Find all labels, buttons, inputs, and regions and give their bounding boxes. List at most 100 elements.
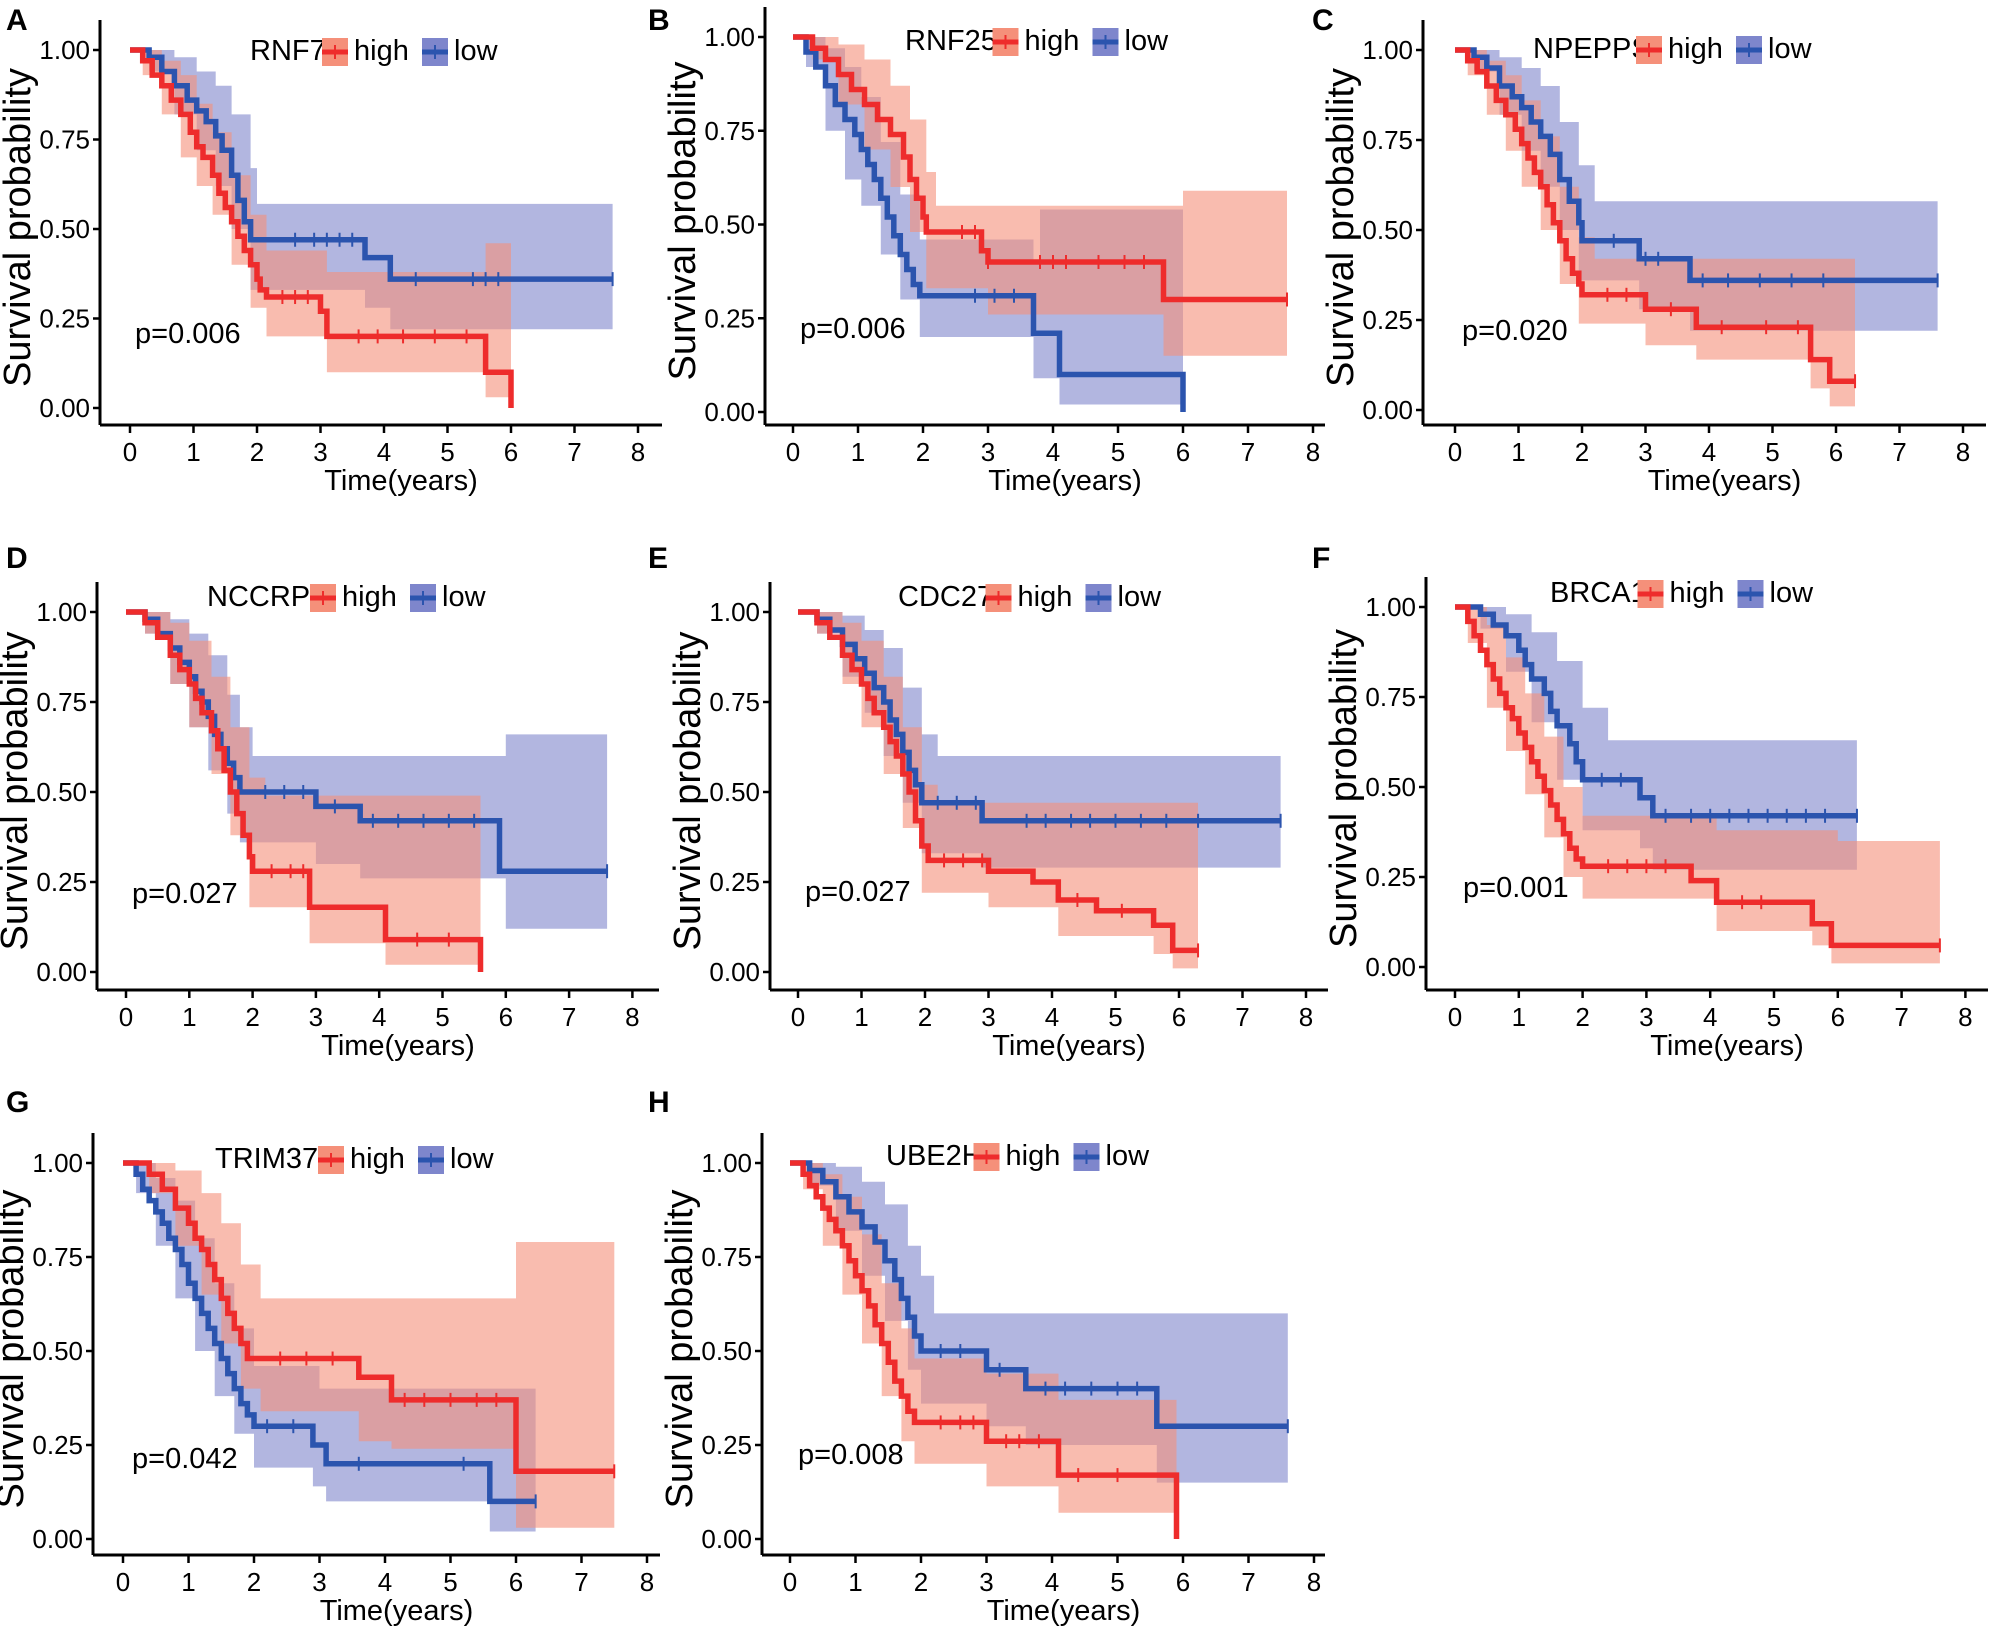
legend-low-label: low: [450, 1143, 495, 1175]
x-tick-label: 7: [562, 1002, 576, 1032]
legend-gene-name: RNF7: [250, 35, 326, 67]
y-tick-label: 0.50: [1362, 215, 1413, 245]
x-tick-label: 3: [309, 1002, 323, 1032]
legend-low-label: low: [454, 35, 499, 67]
y-tick-label: 0.50: [1365, 772, 1416, 802]
x-tick-label: 8: [625, 1002, 639, 1032]
y-tick-label: 0.25: [1362, 305, 1413, 335]
high-survival-line: [130, 47, 514, 408]
x-tick-label: 2: [916, 437, 930, 467]
y-tick-label: 0.00: [701, 1524, 752, 1554]
x-tick-label: 5: [440, 437, 454, 467]
low-survival-line: [793, 34, 1186, 412]
y-axis-title: Survival probability: [0, 1190, 32, 1509]
x-tick-label: 4: [377, 437, 391, 467]
y-tick-label: 1.00: [709, 597, 760, 627]
high-survival-line: [123, 1160, 615, 1475]
legend-high-label: high: [1670, 577, 1725, 609]
y-tick-label: 0.75: [1365, 682, 1416, 712]
y-tick-label: 0.00: [32, 1524, 83, 1554]
y-tick-label: 0.25: [36, 867, 87, 897]
legend-low-label: low: [1770, 577, 1815, 609]
low-survival-line: [123, 1160, 536, 1505]
legend-high-label: high: [342, 581, 397, 613]
y-axis-title: Survival probability: [659, 1190, 701, 1509]
y-tick-label: 0.25: [1365, 862, 1416, 892]
y-tick-label: 1.00: [1362, 35, 1413, 65]
low-survival-line: [1455, 47, 1938, 284]
x-tick-label: 3: [313, 437, 327, 467]
y-tick-label: 1.00: [701, 1148, 752, 1178]
legend-gene-name: RNF25: [905, 25, 997, 57]
x-tick-label: 1: [1511, 437, 1525, 467]
x-tick-label: 2: [245, 1002, 259, 1032]
x-axis-title: Time(years): [320, 1595, 474, 1627]
x-tick-label: 0: [791, 1002, 805, 1032]
high-ci-band: [790, 1163, 1177, 1539]
x-tick-label: 3: [312, 1567, 326, 1597]
x-tick-label: 1: [186, 437, 200, 467]
y-axis-title: Survival probability: [662, 62, 704, 381]
legend-gene-name: NCCRP1: [207, 581, 326, 613]
y-tick-label: 0.50: [32, 1336, 83, 1366]
y-tick-label: 0.00: [704, 397, 755, 427]
x-tick-label: 8: [1958, 1002, 1972, 1032]
y-tick-label: 0.50: [701, 1336, 752, 1366]
x-tick-label: 0: [1448, 1002, 1462, 1032]
x-tick-label: 7: [1894, 1002, 1908, 1032]
x-tick-label: 5: [1111, 437, 1125, 467]
y-tick-label: 0.00: [36, 957, 87, 987]
x-tick-label: 3: [981, 1002, 995, 1032]
x-tick-label: 4: [1045, 1567, 1059, 1597]
y-tick-label: 0.25: [39, 304, 90, 334]
x-tick-label: 7: [1892, 437, 1906, 467]
km-panel-b: B 0.00 0.25 0.50 0.75 1.00 0 1 2 3 4 5 6 7 8 Time(years…: [648, 4, 1325, 497]
high-survival-line: [790, 1160, 1180, 1539]
panel-letter: B: [648, 4, 670, 37]
x-tick-label: 2: [1575, 1002, 1589, 1032]
p-value-label: p=0.006: [800, 313, 906, 345]
y-tick-label: 0.25: [32, 1430, 83, 1460]
x-tick-label: 0: [783, 1567, 797, 1597]
y-tick-label: 0.50: [39, 214, 90, 244]
y-tick-label: 0.50: [709, 777, 760, 807]
legend-gene-name: BRCA1: [1550, 577, 1647, 609]
x-tick-label: 6: [1176, 1567, 1190, 1597]
x-tick-label: 2: [1575, 437, 1589, 467]
y-tick-label: 0.00: [39, 393, 90, 423]
high-ci-band: [1455, 50, 1855, 407]
x-tick-label: 2: [247, 1567, 261, 1597]
x-tick-label: 7: [567, 437, 581, 467]
y-tick-label: 0.00: [709, 957, 760, 987]
x-tick-label: 5: [1108, 1002, 1122, 1032]
high-ci-band: [123, 1163, 615, 1528]
high-ci-band: [798, 612, 1198, 969]
x-axis-title: Time(years): [992, 1030, 1146, 1062]
x-tick-label: 3: [979, 1567, 993, 1597]
panel-letter: C: [1312, 4, 1334, 37]
x-tick-label: 4: [1046, 437, 1060, 467]
y-axis-title: Survival probability: [0, 632, 36, 951]
x-axis-title: Time(years): [1650, 1030, 1804, 1062]
x-tick-label: 0: [116, 1567, 130, 1597]
x-tick-label: 1: [1512, 1002, 1526, 1032]
km-panel-d: D 0.00 0.25 0.50 0.75 1.00 0 1 2 3 4 5 6 7 8 Time(years…: [0, 542, 659, 1062]
x-tick-label: 4: [372, 1002, 386, 1032]
legend-low-label: low: [1118, 581, 1163, 613]
x-tick-label: 6: [1831, 1002, 1845, 1032]
low-ci-band: [793, 37, 1183, 412]
low-survival-line: [790, 1160, 1288, 1429]
x-tick-label: 4: [1045, 1002, 1059, 1032]
low-ci-band: [1455, 607, 1857, 870]
x-tick-label: 0: [1448, 437, 1462, 467]
panel-letter: F: [1312, 542, 1330, 575]
x-tick-label: 0: [119, 1002, 133, 1032]
x-tick-label: 8: [1306, 437, 1320, 467]
high-survival-line: [1455, 604, 1940, 949]
y-tick-label: 1.00: [704, 22, 755, 52]
x-tick-label: 3: [1639, 1002, 1653, 1032]
p-value-label: p=0.008: [798, 1439, 904, 1471]
km-panel-e: E 0.00 0.25 0.50 0.75 1.00 0 1 2 3 4 5 6 7 8 Time(years…: [648, 542, 1328, 1062]
y-tick-label: 0.75: [39, 125, 90, 155]
